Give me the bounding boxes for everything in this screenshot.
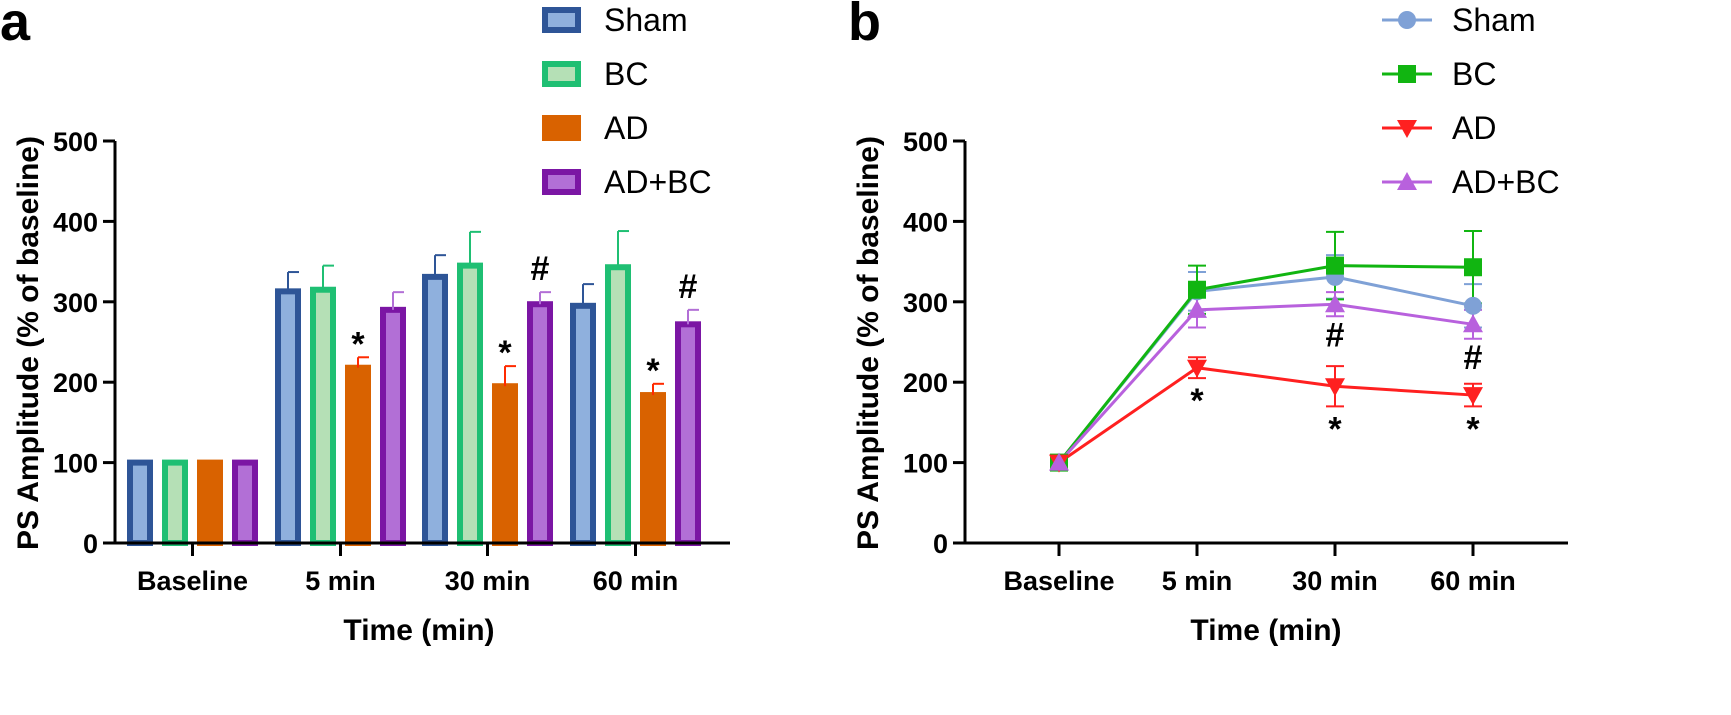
significance-marker: # <box>679 268 698 306</box>
y-tick-label: 200 <box>903 368 948 398</box>
panel-a-label: a <box>0 0 31 52</box>
x-tick-label: 5 min <box>305 566 376 596</box>
legend-marker-sham <box>1398 11 1416 29</box>
marker-sham-60min <box>1464 296 1482 315</box>
x-tick-label: Baseline <box>137 566 248 596</box>
x-tick-label: 30 min <box>1292 566 1378 596</box>
legend-label-bc: BC <box>604 56 648 92</box>
y-tick-label: 500 <box>53 127 98 157</box>
bar-bc-5min <box>310 286 336 546</box>
legend-label-bc: BC <box>1452 56 1496 92</box>
panel-b-markers <box>1049 256 1483 473</box>
marker-ad-bc-baseline <box>1049 452 1069 471</box>
panel-a-annotations: * * # * # <box>351 250 697 390</box>
legend-marker-bc <box>1398 65 1416 83</box>
panel-b-legend: Sham BC AD AD+BC <box>1382 2 1560 200</box>
panel-a-y-axis-title: PS Amplitude (% of baseline) <box>12 136 45 550</box>
legend-swatch-ad-bc <box>542 169 581 195</box>
panel-b-x-ticks: Baseline 5 min 30 min 60 min <box>1003 543 1516 596</box>
legend-label-ad-bc: AD+BC <box>604 164 712 200</box>
significance-marker: * <box>498 334 512 372</box>
y-tick-label: 200 <box>53 368 98 398</box>
significance-marker: # <box>531 250 550 288</box>
marker-ad-60min <box>1463 387 1483 406</box>
bar-sham-30min <box>422 273 448 546</box>
legend-swatch-sham <box>542 7 581 33</box>
panel-b-line-chart: b 0 100 200 300 400 500 * * * # # Baseline 5 min 30… <box>848 0 1568 647</box>
x-tick-label: 5 min <box>1162 566 1233 596</box>
y-tick-label: 400 <box>53 207 98 237</box>
marker-bc-60min <box>1464 258 1482 277</box>
legend-swatch-ad <box>542 115 581 141</box>
significance-marker: * <box>646 352 660 390</box>
marker-ad-bc-5min <box>1187 299 1207 318</box>
legend-label-ad: AD <box>1452 110 1496 146</box>
bar-ad-bc-30min <box>527 301 553 546</box>
panel-a-x-ticks: Baseline 5 min 30 min 60 min <box>137 543 678 596</box>
x-tick-label: 30 min <box>445 566 531 596</box>
marker-ad-30min <box>1325 378 1345 397</box>
bar-ad-60min <box>640 392 666 546</box>
bar-sham-60min <box>570 302 596 546</box>
bar-sham-5min <box>275 288 301 546</box>
marker-bc-30min <box>1326 256 1344 275</box>
panel-b-y-ticks: 0 100 200 300 400 500 <box>903 127 965 559</box>
bar-sham-baseline <box>127 459 153 547</box>
significance-marker: * <box>1190 382 1204 420</box>
legend-marker-ad-bc <box>1397 172 1417 190</box>
y-tick-label: 300 <box>53 288 98 318</box>
line-ad-bc <box>1057 302 1474 464</box>
bar-ad-bc-baseline <box>232 459 258 547</box>
bar-bc-30min <box>457 262 483 546</box>
panel-a-bars <box>127 262 701 547</box>
bar-bc-60min <box>605 264 631 546</box>
significance-marker: * <box>1328 410 1342 448</box>
legend-label-ad-bc: AD+BC <box>1452 164 1560 200</box>
significance-marker: # <box>1464 339 1483 377</box>
panel-a-error-bars <box>287 230 699 396</box>
legend-marker-ad <box>1397 120 1417 138</box>
legend-label-sham: Sham <box>1452 2 1536 38</box>
x-tick-label: 60 min <box>593 566 679 596</box>
panel-b-annotations: * * * # # <box>1190 316 1482 448</box>
panel-b-y-axis-title: PS Amplitude (% of baseline) <box>852 136 885 550</box>
legend-label-sham: Sham <box>604 2 688 38</box>
y-tick-label: 0 <box>933 529 948 559</box>
marker-ad-5min <box>1187 359 1207 378</box>
significance-marker: * <box>351 325 365 363</box>
panel-b-x-axis-title: Time (min) <box>1190 614 1341 647</box>
legend-swatch-bc <box>542 61 581 87</box>
panel-a-bar-chart: a 0 100 200 300 400 500 * * # * # Baseline 5 min 30… <box>0 0 730 647</box>
y-tick-label: 500 <box>903 127 948 157</box>
bar-ad-baseline <box>197 459 223 547</box>
x-tick-label: 60 min <box>1430 566 1516 596</box>
legend-label-ad: AD <box>604 110 648 146</box>
marker-bc-5min <box>1188 280 1206 299</box>
bar-ad-5min <box>345 364 371 546</box>
y-tick-label: 0 <box>83 529 98 559</box>
panel-b-lines <box>1057 264 1474 464</box>
significance-marker: * <box>1466 410 1480 448</box>
marker-ad-bc-60min <box>1463 314 1483 333</box>
y-tick-label: 300 <box>903 288 948 318</box>
panel-a-x-axis-title: Time (min) <box>343 614 494 647</box>
significance-marker: # <box>1326 316 1345 354</box>
panel-a-y-ticks: 0 100 200 300 400 500 <box>53 127 115 559</box>
x-tick-label: Baseline <box>1003 566 1114 596</box>
bar-ad-bc-5min <box>380 306 406 546</box>
y-tick-label: 100 <box>903 449 948 479</box>
y-tick-label: 400 <box>903 207 948 237</box>
line-sham <box>1057 275 1474 464</box>
y-tick-label: 100 <box>53 449 98 479</box>
bar-bc-baseline <box>162 459 188 547</box>
panel-a-legend: Sham BC AD AD+BC <box>542 2 712 200</box>
bar-ad-bc-60min <box>675 321 701 547</box>
marker-ad-bc-30min <box>1325 294 1345 313</box>
bar-ad-30min <box>492 383 518 546</box>
line-ad <box>1058 366 1474 464</box>
panel-b-label: b <box>848 0 881 52</box>
line-bc <box>1057 264 1474 464</box>
